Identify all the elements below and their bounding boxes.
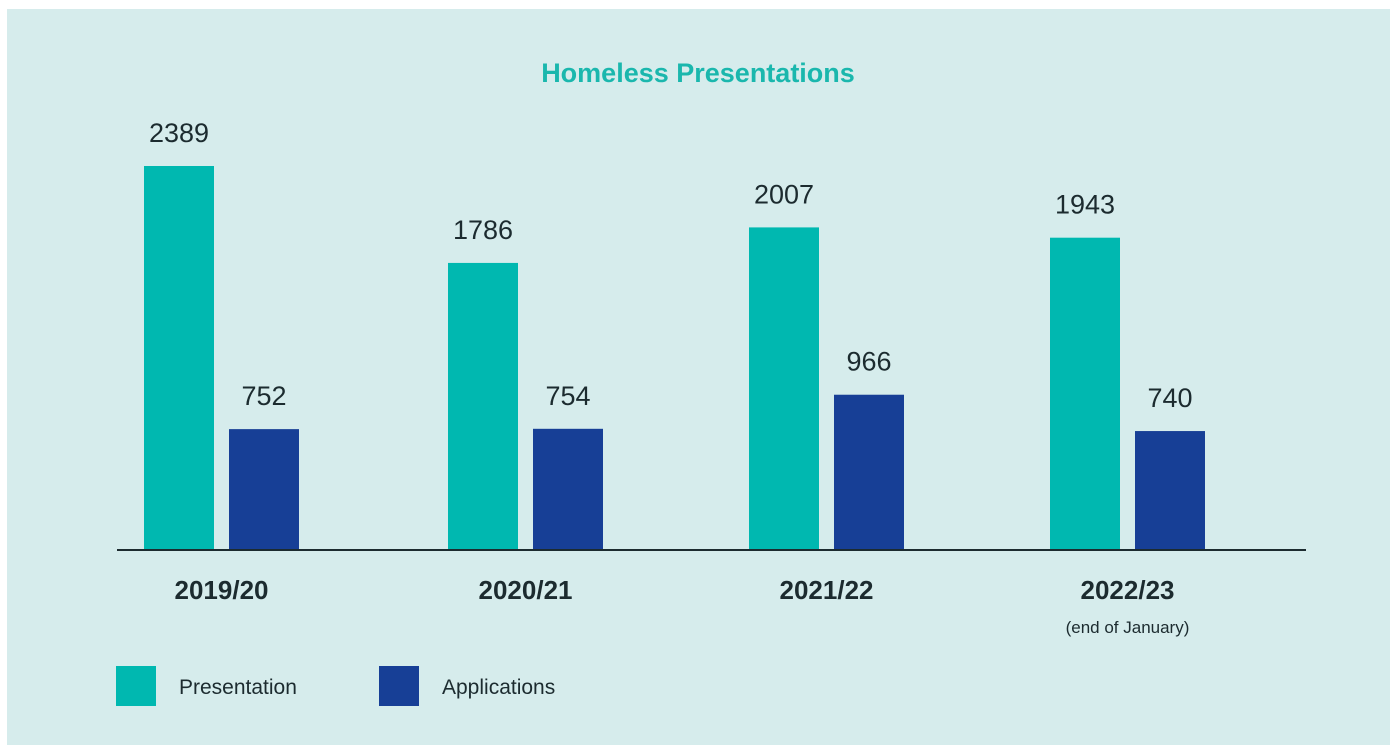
bar-applications-2021-22 bbox=[834, 394, 904, 550]
data-label-presentation-2020-21: 1786 bbox=[453, 215, 513, 245]
data-label-presentation-2022-23: 1943 bbox=[1055, 190, 1115, 220]
bar-applications-2020-21 bbox=[533, 428, 603, 550]
chart-panel bbox=[7, 9, 1390, 745]
bar-applications-2022-23 bbox=[1135, 431, 1205, 550]
legend-swatch-applications bbox=[379, 666, 419, 706]
legend: Presentation Applications bbox=[116, 666, 555, 706]
category-label-2022-23: 2022/23 bbox=[1081, 575, 1175, 605]
data-label-applications-2022-23: 740 bbox=[1147, 383, 1192, 413]
legend-swatch-presentation bbox=[116, 666, 156, 706]
bar-presentation-2019-20 bbox=[144, 166, 214, 550]
category-label-2021-22: 2021/22 bbox=[780, 575, 874, 605]
bar-presentation-2020-21 bbox=[448, 262, 518, 550]
chart-title: Homeless Presentations bbox=[541, 58, 855, 88]
category-note-2022-23: (end of January) bbox=[1066, 618, 1190, 637]
bar-applications-2019-20 bbox=[229, 429, 299, 550]
data-label-applications-2021-22: 966 bbox=[846, 347, 891, 377]
bar-presentation-2022-23 bbox=[1050, 237, 1120, 550]
legend-label-applications: Applications bbox=[442, 676, 555, 699]
bar-presentation-2021-22 bbox=[749, 227, 819, 550]
category-label-2020-21: 2020/21 bbox=[479, 575, 573, 605]
data-label-presentation-2021-22: 2007 bbox=[754, 179, 814, 209]
legend-label-presentation: Presentation bbox=[179, 676, 297, 699]
bars-group: 2389 752 1786 754 2007 966 1943 740 bbox=[144, 118, 1205, 550]
category-labels: 2019/20 2020/21 2021/22 2022/23 (end of Janu… bbox=[175, 575, 1190, 637]
data-label-applications-2020-21: 754 bbox=[545, 381, 590, 411]
data-label-applications-2019-20: 752 bbox=[241, 381, 286, 411]
category-label-2019-20: 2019/20 bbox=[175, 575, 269, 605]
data-label-presentation-2019-20: 2389 bbox=[149, 118, 209, 148]
